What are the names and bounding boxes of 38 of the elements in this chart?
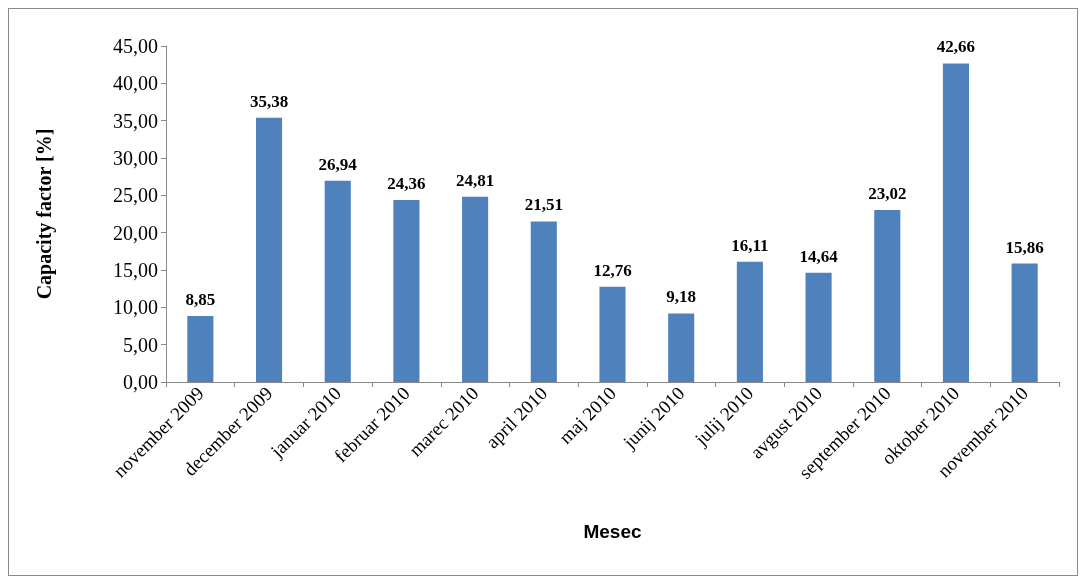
bar [805, 272, 832, 382]
y-tick-label: 25,00 [113, 184, 158, 207]
data-label: 14,64 [799, 246, 839, 266]
bar [736, 261, 763, 382]
data-label: 23,02 [868, 184, 907, 204]
bar [255, 117, 283, 382]
data-label: 12,76 [593, 260, 632, 280]
bar [599, 286, 626, 382]
bar [462, 196, 489, 382]
y-tick-label: 40,00 [113, 72, 158, 95]
bar [942, 63, 970, 382]
data-label: 16,11 [731, 235, 769, 255]
y-tick-label: 20,00 [113, 221, 158, 244]
data-label: 21,51 [524, 195, 563, 215]
data-label: 42,66 [936, 37, 976, 57]
data-label: 9,18 [666, 287, 697, 307]
bar [187, 315, 214, 382]
bar [874, 210, 901, 382]
bar [393, 200, 420, 382]
bar [1011, 263, 1038, 382]
y-axis-title: Capacity factor [%] [33, 128, 56, 300]
y-tick-label: 10,00 [113, 296, 158, 319]
data-label: 24,81 [455, 170, 495, 190]
y-tick-label: 15,00 [113, 259, 158, 281]
y-tick-label: 5,00 [123, 333, 158, 356]
x-axis-title: Mesec [583, 521, 642, 542]
data-label: 26,94 [318, 154, 358, 174]
y-tick-label: 45,00 [113, 35, 158, 57]
data-label: 8,85 [185, 289, 216, 309]
data-label: 35,38 [249, 91, 289, 111]
bar [530, 221, 557, 382]
y-tick-label: 35,00 [113, 109, 158, 132]
data-label: 15,86 [1005, 237, 1044, 257]
y-tick-label: 0,00 [123, 371, 158, 393]
bar [324, 180, 351, 382]
data-label: 24,36 [387, 174, 426, 194]
y-tick-label: 30,00 [113, 147, 158, 169]
bar [668, 313, 695, 382]
